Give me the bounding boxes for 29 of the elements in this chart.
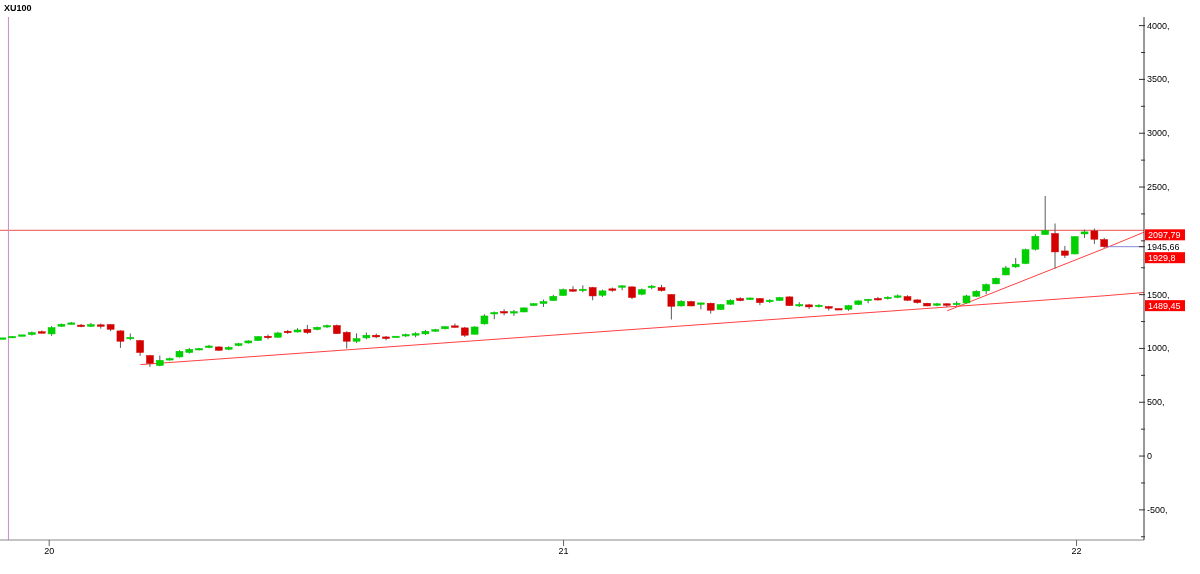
candlestick (569, 285, 577, 293)
y-tick-label: 3000, (1147, 128, 1170, 139)
chart-title: XU100 (4, 3, 32, 14)
candlestick (697, 302, 705, 310)
candlestick (864, 298, 872, 304)
y-tick-label: 4000, (1147, 20, 1170, 31)
candlestick (500, 308, 508, 316)
annotation: 1929,8 (1148, 252, 1176, 263)
candlestick (815, 303, 823, 309)
y-tick-label: -500, (1147, 504, 1168, 515)
x-tick-label: 20 (44, 546, 55, 557)
y-tick-label: 3500, (1147, 74, 1170, 85)
candlestick (28, 330, 36, 337)
y-tick-label: 0 (1147, 451, 1153, 462)
y-tick-label: 500, (1147, 397, 1165, 408)
y-tick-label: 2500, (1147, 182, 1170, 193)
y-tick-label: 1000, (1147, 343, 1170, 354)
candlestick (1051, 223, 1059, 270)
ref-line-label: 2097,79 (1148, 229, 1181, 240)
candlestick (1070, 235, 1079, 255)
y-tick-label: 1945,66 (1147, 241, 1180, 252)
candlestick (667, 293, 676, 320)
annotation: 1489,45 (1148, 300, 1181, 311)
x-tick-label: 21 (558, 546, 569, 557)
candlestick (1041, 195, 1049, 236)
candlestick (510, 309, 518, 317)
y-tick-label: 1500, (1147, 289, 1170, 300)
x-tick-label: 22 (1071, 546, 1082, 557)
candlestick (1061, 245, 1069, 259)
